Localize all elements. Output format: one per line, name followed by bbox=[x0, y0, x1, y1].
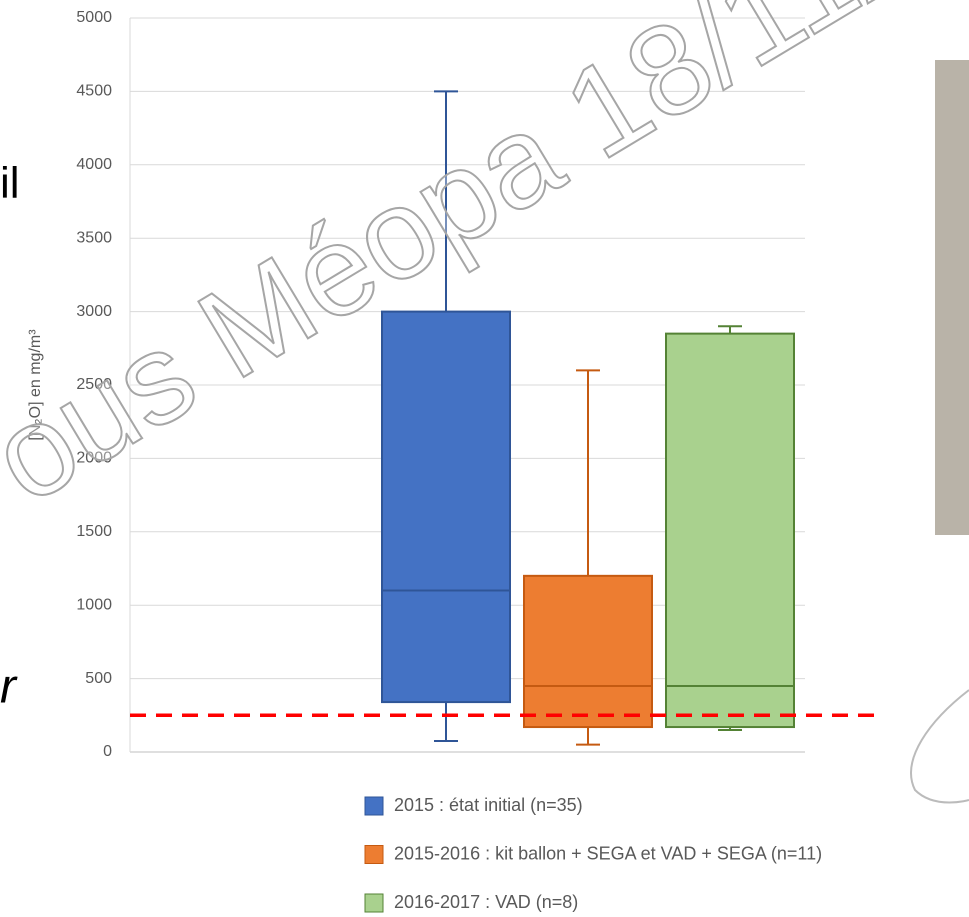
legend-label: 2016-2017 : VAD (n=8) bbox=[394, 892, 578, 912]
box bbox=[382, 312, 510, 702]
box bbox=[524, 576, 652, 727]
chart: il r [N₂O] en mg/m³ 05001000150020002500… bbox=[0, 0, 969, 917]
y-tick-label: 5000 bbox=[76, 9, 112, 26]
text-fragment: r bbox=[0, 661, 18, 714]
photo bbox=[935, 60, 969, 535]
legend-swatch bbox=[365, 846, 383, 864]
y-tick-label: 4000 bbox=[76, 156, 112, 173]
y-tick-label: 500 bbox=[85, 670, 112, 687]
text-fragment: il bbox=[0, 159, 20, 208]
legend-swatch bbox=[365, 894, 383, 912]
decor-curve bbox=[911, 690, 969, 803]
legend-swatch bbox=[365, 797, 383, 815]
legend-label: 2015 : état initial (n=35) bbox=[394, 795, 583, 815]
y-tick-label: 1000 bbox=[76, 596, 112, 613]
box bbox=[666, 334, 794, 727]
y-tick-label: 1500 bbox=[76, 523, 112, 540]
y-tick-label: 3500 bbox=[76, 229, 112, 246]
legend-label: 2015-2016 : kit ballon + SEGA et VAD + S… bbox=[394, 843, 822, 863]
y-tick-label: 0 bbox=[103, 743, 112, 760]
y-tick-label: 4500 bbox=[76, 83, 112, 100]
y-tick-label: 3000 bbox=[76, 303, 112, 320]
